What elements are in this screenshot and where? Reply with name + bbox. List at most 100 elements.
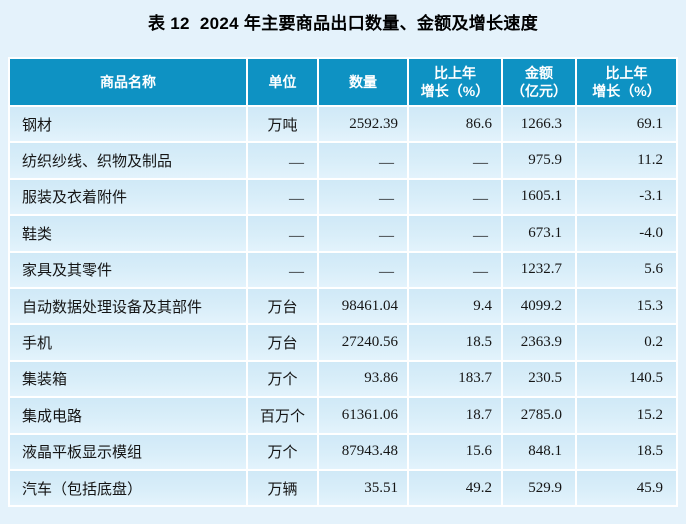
column-header-quantity: 数量 bbox=[319, 59, 409, 105]
dash-placeholder: — bbox=[379, 191, 394, 208]
dash-placeholder: — bbox=[289, 191, 304, 208]
cell-quantity: 87943.48 bbox=[319, 432, 409, 469]
cell-quantity_growth: 9.4 bbox=[409, 286, 503, 324]
table-row: 液晶平板显示模组 万个 87943.48 15.6 848.1 18.5 bbox=[10, 432, 676, 469]
table-row: 汽车（包括底盘） 万辆 35.51 49.2 529.9 45.9 bbox=[10, 468, 676, 506]
cell-quantity_growth: 15.6 bbox=[409, 432, 503, 469]
page-title: 表 12 2024 年主要商品出口数量、金额及增长速度 bbox=[147, 14, 539, 33]
cell-name: 汽车（包括底盘） bbox=[10, 468, 248, 506]
column-header-unit: 单位 bbox=[248, 59, 319, 105]
table-row: 自动数据处理设备及其部件 万台 98461.04 9.4 4099.2 15.3 bbox=[10, 286, 676, 324]
cell-amount: 1266.3 bbox=[503, 105, 577, 142]
cell-quantity: — bbox=[319, 177, 409, 215]
cell-quantity_growth: — bbox=[409, 214, 503, 251]
dash-placeholder: — bbox=[473, 227, 488, 244]
cell-amount: 1232.7 bbox=[503, 250, 577, 287]
dash-placeholder: — bbox=[289, 264, 304, 281]
table-header: 商品名称 单位 数量 比上年 增长（%） 金额 （亿元） 比上年 增长（%） bbox=[10, 59, 676, 105]
commodity-export-table: 商品名称 单位 数量 比上年 增长（%） 金额 （亿元） 比上年 增长（%） 钢… bbox=[8, 57, 678, 508]
cell-quantity_growth: 183.7 bbox=[409, 359, 503, 397]
cell-amount: 673.1 bbox=[503, 214, 577, 251]
cell-unit: 百万个 bbox=[248, 396, 319, 433]
column-header-quantity-growth: 比上年 增长（%） bbox=[409, 59, 503, 105]
cell-amount: 4099.2 bbox=[503, 286, 577, 324]
cell-amount_growth: 15.3 bbox=[577, 286, 676, 324]
dash-placeholder: — bbox=[473, 191, 488, 208]
cell-name: 服装及衣着附件 bbox=[10, 177, 248, 215]
cell-amount: 2363.9 bbox=[503, 323, 577, 360]
cell-amount_growth: 69.1 bbox=[577, 105, 676, 142]
table-row: 钢材 万吨 2592.39 86.6 1266.3 69.1 bbox=[10, 105, 676, 142]
cell-unit: — bbox=[248, 141, 319, 178]
cell-quantity_growth: — bbox=[409, 250, 503, 287]
cell-quantity: 2592.39 bbox=[319, 105, 409, 142]
cell-amount: 848.1 bbox=[503, 432, 577, 469]
cell-unit: — bbox=[248, 250, 319, 287]
table-row: 纺织纱线、织物及制品 — — — 975.9 11.2 bbox=[10, 141, 676, 178]
table-row: 集成电路 百万个 61361.06 18.7 2785.0 15.2 bbox=[10, 396, 676, 433]
dash-placeholder: — bbox=[379, 264, 394, 281]
table-row: 家具及其零件 — — — 1232.7 5.6 bbox=[10, 250, 676, 287]
cell-quantity: 27240.56 bbox=[319, 323, 409, 360]
cell-quantity_growth: — bbox=[409, 141, 503, 178]
table-row: 集装箱 万个 93.86 183.7 230.5 140.5 bbox=[10, 359, 676, 397]
cell-quantity: 35.51 bbox=[319, 468, 409, 506]
column-header-name: 商品名称 bbox=[10, 59, 248, 105]
cell-amount: 529.9 bbox=[503, 468, 577, 506]
table-row: 服装及衣着附件 — — — 1605.1 -3.1 bbox=[10, 177, 676, 215]
cell-amount_growth: 140.5 bbox=[577, 359, 676, 397]
cell-name: 自动数据处理设备及其部件 bbox=[10, 286, 248, 324]
table-header-row: 商品名称 单位 数量 比上年 增长（%） 金额 （亿元） 比上年 增长（%） bbox=[10, 59, 676, 105]
cell-amount_growth: 15.2 bbox=[577, 396, 676, 433]
cell-amount: 2785.0 bbox=[503, 396, 577, 433]
cell-name: 手机 bbox=[10, 323, 248, 360]
cell-unit: 万台 bbox=[248, 286, 319, 324]
cell-amount_growth: 45.9 bbox=[577, 468, 676, 506]
cell-amount: 230.5 bbox=[503, 359, 577, 397]
cell-amount_growth: 5.6 bbox=[577, 250, 676, 287]
dash-placeholder: — bbox=[473, 264, 488, 281]
cell-amount_growth: 18.5 bbox=[577, 432, 676, 469]
cell-amount: 975.9 bbox=[503, 141, 577, 178]
cell-name: 集装箱 bbox=[10, 359, 248, 397]
cell-unit: 万吨 bbox=[248, 105, 319, 142]
cell-quantity: — bbox=[319, 141, 409, 178]
cell-unit: 万台 bbox=[248, 323, 319, 360]
cell-quantity_growth: 86.6 bbox=[409, 105, 503, 142]
cell-unit: — bbox=[248, 214, 319, 251]
cell-quantity_growth: 49.2 bbox=[409, 468, 503, 506]
dash-placeholder: — bbox=[473, 155, 488, 172]
cell-quantity_growth: 18.7 bbox=[409, 396, 503, 433]
dash-placeholder: — bbox=[289, 227, 304, 244]
cell-name: 鞋类 bbox=[10, 214, 248, 251]
column-header-amount: 金额 （亿元） bbox=[503, 59, 577, 105]
cell-name: 集成电路 bbox=[10, 396, 248, 433]
cell-unit: — bbox=[248, 177, 319, 215]
cell-unit: 万个 bbox=[248, 432, 319, 469]
cell-amount_growth: -3.1 bbox=[577, 177, 676, 215]
dash-placeholder: — bbox=[289, 155, 304, 172]
cell-quantity_growth: 18.5 bbox=[409, 323, 503, 360]
cell-amount_growth: -4.0 bbox=[577, 214, 676, 251]
cell-quantity: 93.86 bbox=[319, 359, 409, 397]
cell-quantity: — bbox=[319, 250, 409, 287]
cell-name: 家具及其零件 bbox=[10, 250, 248, 287]
column-header-amount-growth: 比上年 增长（%） bbox=[577, 59, 676, 105]
cell-unit: 万个 bbox=[248, 359, 319, 397]
dash-placeholder: — bbox=[379, 155, 394, 172]
cell-name: 液晶平板显示模组 bbox=[10, 432, 248, 469]
dash-placeholder: — bbox=[379, 227, 394, 244]
table-body: 钢材 万吨 2592.39 86.6 1266.3 69.1 纺织纱线、织物及制品 — — —97… bbox=[10, 105, 676, 506]
table-row: 手机 万台 27240.56 18.5 2363.9 0.2 bbox=[10, 323, 676, 360]
cell-name: 钢材 bbox=[10, 105, 248, 142]
cell-amount_growth: 11.2 bbox=[577, 141, 676, 178]
cell-quantity: 61361.06 bbox=[319, 396, 409, 433]
cell-amount_growth: 0.2 bbox=[577, 323, 676, 360]
cell-quantity_growth: — bbox=[409, 177, 503, 215]
cell-unit: 万辆 bbox=[248, 468, 319, 506]
cell-quantity: 98461.04 bbox=[319, 286, 409, 324]
table-row: 鞋类 — — — 673.1 -4.0 bbox=[10, 214, 676, 251]
cell-name: 纺织纱线、织物及制品 bbox=[10, 141, 248, 178]
cell-amount: 1605.1 bbox=[503, 177, 577, 215]
cell-quantity: — bbox=[319, 214, 409, 251]
